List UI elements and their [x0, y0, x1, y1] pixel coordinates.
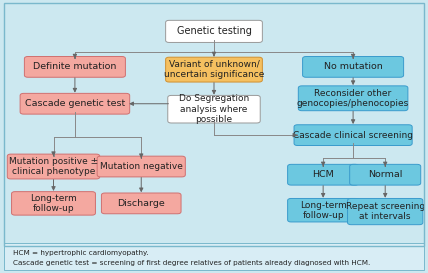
Text: Mutation negative: Mutation negative [100, 162, 183, 171]
Text: Genetic testing: Genetic testing [177, 26, 251, 36]
Text: Long-term
follow-up: Long-term follow-up [300, 200, 347, 220]
Text: Cascade genetic test = screening of first degree relatives of patients already d: Cascade genetic test = screening of firs… [13, 260, 370, 266]
Text: Cascade clinical screening: Cascade clinical screening [293, 131, 413, 140]
Text: Variant of unknown/
uncertain significance: Variant of unknown/ uncertain significan… [164, 60, 264, 79]
FancyBboxPatch shape [288, 198, 359, 222]
Text: Repeat screening
at intervals: Repeat screening at intervals [346, 202, 425, 221]
FancyBboxPatch shape [288, 164, 359, 185]
Text: HCM: HCM [312, 170, 334, 179]
Text: Do Segregation
analysis where
possible: Do Segregation analysis where possible [179, 94, 249, 124]
FancyBboxPatch shape [348, 198, 423, 225]
Text: Cascade genetic test: Cascade genetic test [25, 99, 125, 108]
FancyBboxPatch shape [303, 57, 404, 77]
FancyBboxPatch shape [294, 125, 412, 146]
FancyBboxPatch shape [166, 57, 262, 82]
Text: No mutation: No mutation [324, 63, 383, 71]
FancyBboxPatch shape [20, 93, 130, 114]
FancyBboxPatch shape [97, 156, 185, 177]
Text: Reconsider other
genocopies/phenocopies: Reconsider other genocopies/phenocopies [297, 88, 409, 108]
Text: Long-term
follow-up: Long-term follow-up [30, 194, 77, 213]
Text: Normal: Normal [368, 170, 402, 179]
FancyBboxPatch shape [350, 164, 421, 185]
FancyBboxPatch shape [168, 96, 260, 123]
FancyBboxPatch shape [12, 192, 95, 215]
Text: Mutation positive ±
clinical phenotype: Mutation positive ± clinical phenotype [9, 157, 98, 176]
Text: HCM = hypertrophic cardiomyopathy.: HCM = hypertrophic cardiomyopathy. [13, 250, 149, 256]
FancyBboxPatch shape [101, 193, 181, 214]
FancyBboxPatch shape [24, 57, 125, 77]
FancyBboxPatch shape [298, 86, 408, 111]
Text: Discharge: Discharge [117, 199, 165, 208]
FancyBboxPatch shape [4, 243, 424, 270]
FancyBboxPatch shape [166, 20, 262, 42]
Text: Definite mutation: Definite mutation [33, 63, 116, 71]
FancyBboxPatch shape [7, 154, 100, 179]
